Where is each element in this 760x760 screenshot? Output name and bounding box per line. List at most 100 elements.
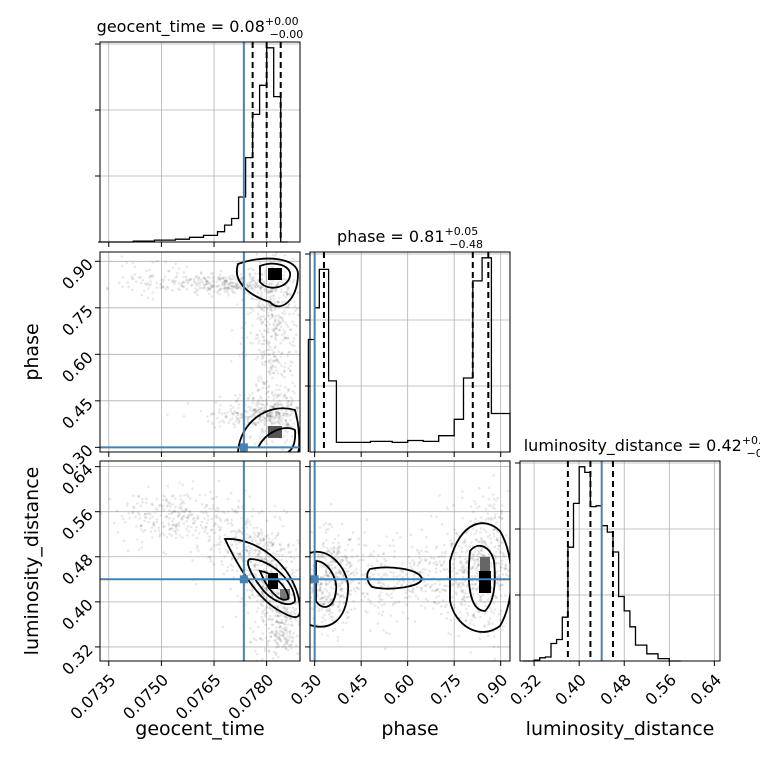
sample-point [291, 639, 294, 643]
sample-point [293, 300, 296, 304]
sample-point [370, 564, 374, 568]
sample-point [450, 542, 453, 546]
sample-point [263, 542, 267, 546]
sample-point [126, 549, 130, 553]
sample-point [168, 528, 172, 531]
sample-point [285, 640, 289, 644]
sample-point [385, 535, 389, 538]
sample-point [434, 596, 438, 599]
sample-point [277, 615, 280, 618]
sample-point [477, 610, 481, 614]
sample-point [271, 421, 274, 425]
sample-point [338, 585, 341, 588]
sample-point [259, 318, 262, 322]
sample-point [421, 568, 425, 571]
sample-point [138, 517, 142, 520]
sample-point [458, 544, 461, 548]
sample-point [489, 537, 493, 540]
sample-point [280, 567, 283, 570]
sample-point [269, 418, 272, 421]
sample-point [341, 581, 344, 585]
sample-point [227, 421, 231, 425]
sample-point [438, 590, 442, 594]
sample-point [183, 280, 186, 284]
sample-point [462, 589, 465, 592]
sample-point [94, 502, 97, 505]
sample-point [256, 535, 260, 538]
sample-point [426, 599, 430, 602]
sample-point [276, 637, 279, 641]
sample-point [290, 568, 294, 572]
sample-point [337, 534, 340, 537]
sample-point [151, 297, 155, 301]
sample-point [256, 606, 260, 610]
sample-point [285, 293, 289, 297]
sample-point [149, 274, 153, 278]
sample-point [443, 584, 446, 588]
sample-point [261, 414, 264, 417]
sample-point [432, 557, 436, 560]
sample-point [236, 282, 239, 286]
sample-point [423, 606, 427, 610]
sample-point [228, 287, 232, 291]
sample-point [261, 557, 264, 561]
x-axis-label-geocent_time: geocent_time [135, 718, 264, 740]
sample-point [251, 412, 254, 416]
sample-point [248, 275, 252, 278]
sample-point [433, 582, 437, 585]
sample-point [329, 547, 333, 550]
sample-point [264, 649, 267, 653]
sample-point [211, 279, 215, 282]
sample-point [248, 640, 252, 644]
sample-point [145, 512, 149, 516]
sample-point [158, 533, 162, 536]
sample-point [264, 417, 268, 420]
sample-point [273, 254, 277, 257]
sample-point [377, 544, 381, 547]
sample-point [278, 633, 282, 637]
sample-point [277, 323, 281, 326]
sample-point [282, 642, 286, 646]
sample-point [248, 573, 252, 577]
sample-point [417, 561, 421, 565]
sample-point [261, 431, 264, 434]
sample-point [255, 409, 259, 413]
sample-point [182, 509, 185, 513]
sample-point [145, 269, 148, 273]
sample-point [254, 337, 257, 341]
sample-point [488, 617, 492, 621]
sample-point [218, 395, 222, 399]
sample-point [259, 406, 263, 410]
sample-point [261, 320, 264, 324]
sample-point [288, 630, 292, 634]
sample-point [266, 414, 269, 417]
panel-frame [99, 41, 301, 243]
x-tick-label-phase: 0.90 [473, 670, 512, 709]
sample-point [347, 615, 351, 619]
sample-point [256, 389, 260, 392]
sample-point [332, 550, 336, 554]
sample-point [484, 542, 487, 546]
sample-point [257, 552, 260, 556]
sample-point [386, 584, 390, 587]
sample-point [492, 527, 496, 531]
sample-point [246, 336, 249, 339]
sample-point [302, 577, 305, 580]
sample-point [263, 647, 267, 650]
sample-point [170, 289, 174, 292]
sample-point [481, 495, 485, 498]
sample-point [290, 343, 294, 347]
sample-point [459, 581, 462, 585]
sample-point [445, 616, 448, 620]
sample-point [491, 505, 495, 509]
sample-point [167, 524, 171, 527]
sample-point [341, 587, 344, 591]
sample-point [442, 588, 446, 592]
sample-point [384, 631, 388, 635]
sample-point [162, 278, 166, 281]
sample-point [456, 583, 460, 587]
sample-point [315, 605, 318, 609]
sample-point [226, 565, 230, 569]
sample-point [251, 279, 255, 282]
sample-point [253, 565, 256, 568]
